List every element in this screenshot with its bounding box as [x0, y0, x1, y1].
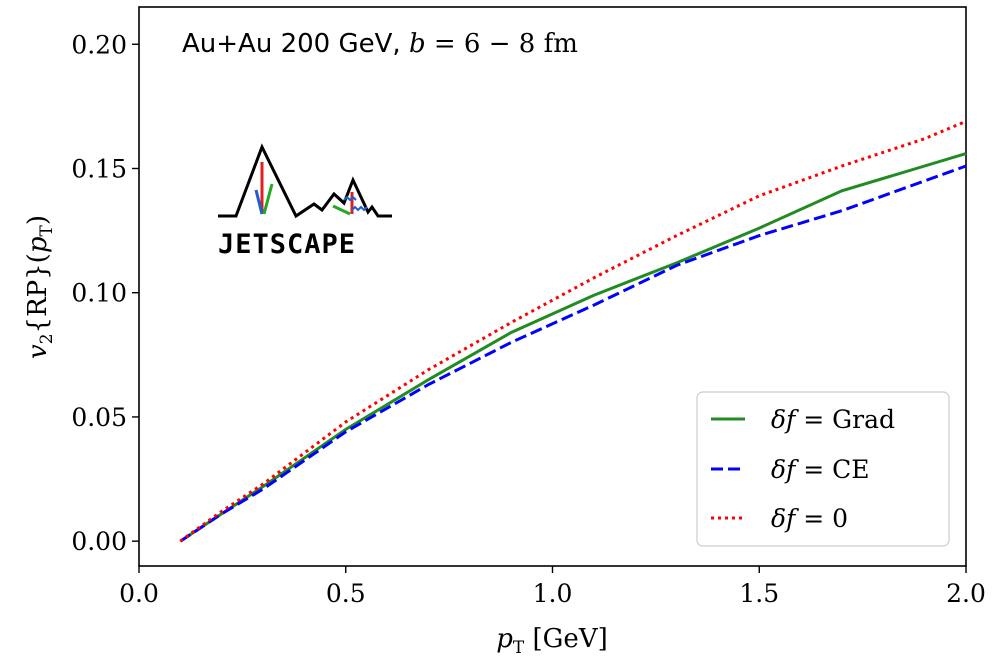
legend-label-grad: δf = Grad — [771, 405, 895, 434]
y-tick-label: 0.15 — [71, 154, 127, 183]
x-tick-label: 1.0 — [533, 579, 573, 608]
y-tick-label: 0.05 — [71, 403, 127, 432]
series-lines — [179, 119, 967, 543]
logo-green-track-2 — [332, 204, 351, 216]
logo-blue-track — [254, 189, 264, 215]
x-tick-label: 0.5 — [326, 579, 366, 608]
y-tick-label: 0.20 — [71, 30, 127, 59]
series-line-1 — [179, 164, 967, 543]
series-line-0 — [179, 152, 967, 543]
x-tick-label: 1.5 — [739, 579, 779, 608]
x-axis: 0.0 0.5 1.0 1.5 2.0 — [119, 566, 986, 608]
x-tick-label: 2.0 — [946, 579, 986, 608]
series-line-2 — [179, 119, 967, 543]
jetscape-logo: JETSCAPE — [218, 143, 392, 260]
y-axis-title: v2{RP}(pT) — [23, 215, 57, 359]
x-tick-label: 0.0 — [119, 579, 159, 608]
logo-mountain-outline — [218, 143, 392, 219]
legend: δf = Grad δf = CE δf = 0 — [696, 391, 950, 547]
y-tick-label: 0.00 — [71, 527, 127, 556]
legend-label-zero: δf = 0 — [771, 504, 848, 533]
logo-blue-spring — [343, 195, 368, 212]
legend-label-ce: δf = CE — [771, 455, 870, 484]
chart-title: Au+Au 200 GeV, b = 6 − 8 fm — [182, 29, 578, 59]
legend-box — [696, 391, 950, 547]
x-axis-title: pT [GeV] — [496, 624, 607, 658]
logo-text: JETSCAPE — [218, 229, 356, 260]
y-tick-label: 0.10 — [71, 279, 127, 308]
y-axis: 0.00 0.05 0.10 0.15 0.20 — [71, 30, 139, 556]
logo-green-track — [262, 183, 274, 215]
